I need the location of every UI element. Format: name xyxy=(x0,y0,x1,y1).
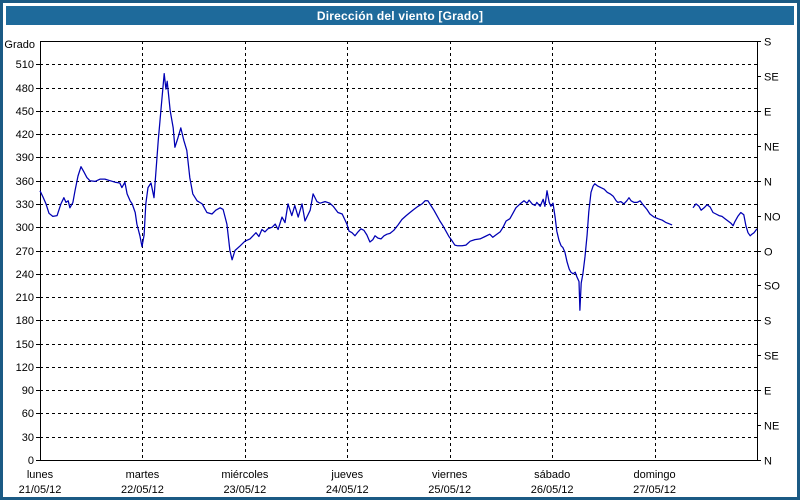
svg-text:lunes: lunes xyxy=(27,469,54,481)
right-axis-labels: N NE E SE S SO O NO N NE E SE S xyxy=(757,37,781,468)
svg-text:O: O xyxy=(764,247,773,259)
left-axis-labels: 0 30 60 90 120 150 180 210 240 270 300 330 360 390 420… xyxy=(16,59,40,467)
svg-text:480: 480 xyxy=(16,83,34,95)
svg-text:300: 300 xyxy=(16,222,34,234)
svg-text:N: N xyxy=(764,456,772,468)
svg-text:N: N xyxy=(764,177,772,189)
svg-text:martes: martes xyxy=(126,469,160,481)
svg-text:SE: SE xyxy=(764,72,779,84)
svg-text:510: 510 xyxy=(16,59,34,71)
svg-text:26/05/12: 26/05/12 xyxy=(531,484,574,496)
svg-text:210: 210 xyxy=(16,292,34,304)
svg-text:S: S xyxy=(764,316,771,328)
series-line-segment xyxy=(39,72,673,311)
svg-text:0: 0 xyxy=(28,455,34,467)
svg-text:jueves: jueves xyxy=(330,469,363,481)
series-line-segment xyxy=(692,203,758,237)
svg-text:90: 90 xyxy=(22,385,34,397)
svg-text:NE: NE xyxy=(764,421,779,433)
chart-title: Dirección del viento [Grado] xyxy=(316,8,484,23)
svg-text:330: 330 xyxy=(16,199,34,211)
svg-text:NE: NE xyxy=(764,142,779,154)
svg-text:viernes: viernes xyxy=(432,469,468,481)
svg-text:23/05/12: 23/05/12 xyxy=(223,484,266,496)
svg-text:domingo: domingo xyxy=(633,469,675,481)
svg-text:S: S xyxy=(764,37,771,49)
svg-text:390: 390 xyxy=(16,152,34,164)
svg-text:21/05/12: 21/05/12 xyxy=(19,484,62,496)
svg-text:SO: SO xyxy=(764,281,780,293)
svg-text:270: 270 xyxy=(16,246,34,258)
svg-text:25/05/12: 25/05/12 xyxy=(428,484,471,496)
svg-text:NO: NO xyxy=(764,212,781,224)
x-axis-labels: lunes 21/05/12 martes 22/05/12 miércoles 23/0… xyxy=(19,469,676,496)
svg-text:sábado: sábado xyxy=(534,469,570,481)
svg-text:22/05/12: 22/05/12 xyxy=(121,484,164,496)
svg-text:420: 420 xyxy=(16,129,34,141)
horizontal-gridlines xyxy=(40,64,757,438)
series-wind-direction xyxy=(39,72,758,311)
svg-text:150: 150 xyxy=(16,339,34,351)
svg-text:E: E xyxy=(764,386,771,398)
svg-text:120: 120 xyxy=(16,362,34,374)
svg-text:60: 60 xyxy=(22,408,34,420)
svg-text:450: 450 xyxy=(16,106,34,118)
svg-text:360: 360 xyxy=(16,176,34,188)
svg-text:27/05/12: 27/05/12 xyxy=(633,484,676,496)
y-axis-title: Grado xyxy=(4,39,35,51)
svg-text:E: E xyxy=(764,107,771,119)
svg-text:miércoles: miércoles xyxy=(221,469,269,481)
svg-text:30: 30 xyxy=(22,432,34,444)
svg-text:180: 180 xyxy=(16,315,34,327)
svg-text:SE: SE xyxy=(764,351,779,363)
svg-text:24/05/12: 24/05/12 xyxy=(326,484,369,496)
title-bar: Dirección del viento [Grado] xyxy=(6,6,794,25)
vertical-gridlines xyxy=(142,41,656,460)
svg-text:240: 240 xyxy=(16,269,34,281)
